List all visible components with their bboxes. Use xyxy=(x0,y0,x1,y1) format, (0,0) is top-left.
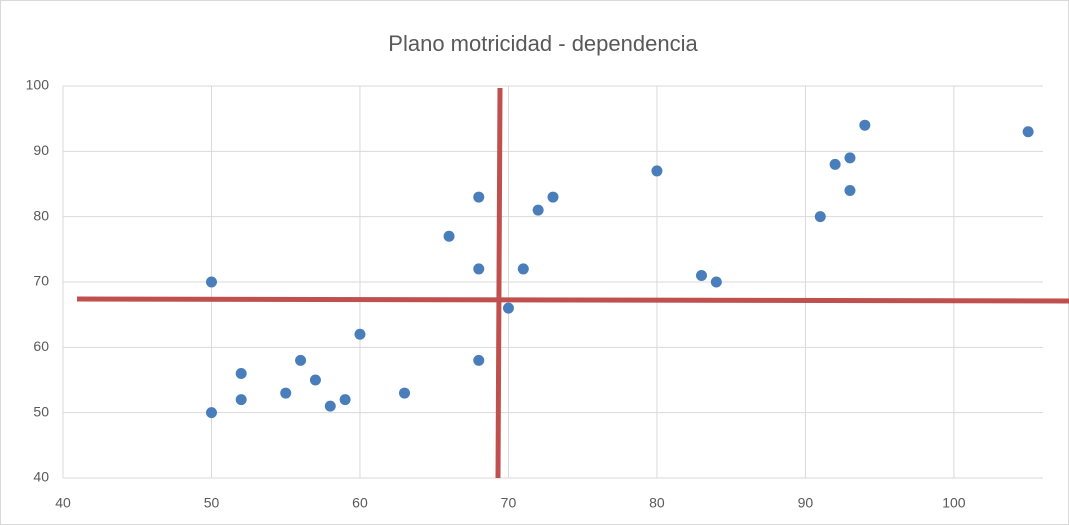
x-tick-label: 100 xyxy=(942,495,966,511)
point xyxy=(235,367,247,379)
point xyxy=(473,191,485,203)
point xyxy=(443,230,455,242)
y-tick-label: 70 xyxy=(33,273,49,289)
annotations xyxy=(76,87,1069,479)
chart-title: Plano motricidad - dependencia xyxy=(388,31,698,56)
y-tick-label: 100 xyxy=(26,77,50,93)
y-tick-label: 60 xyxy=(33,338,49,354)
point xyxy=(651,165,663,177)
point xyxy=(324,400,336,412)
point xyxy=(547,191,559,203)
point xyxy=(859,119,871,131)
point xyxy=(844,152,856,164)
marks xyxy=(205,119,1034,419)
point xyxy=(814,211,826,223)
y-tick-label: 50 xyxy=(33,403,49,419)
y-tick-label: 90 xyxy=(33,142,49,158)
y-tick-label: 80 xyxy=(33,207,49,223)
point xyxy=(502,302,514,314)
point xyxy=(280,387,292,399)
point xyxy=(399,387,411,399)
vertical-divider xyxy=(495,87,503,479)
point xyxy=(695,269,707,281)
x-tick-label: 50 xyxy=(204,495,220,511)
horizontal-divider xyxy=(76,296,1069,304)
point xyxy=(205,407,217,419)
point xyxy=(517,263,529,275)
point xyxy=(295,354,307,366)
point xyxy=(473,263,485,275)
x-tick-label: 60 xyxy=(352,495,368,511)
point xyxy=(473,354,485,366)
point xyxy=(1022,126,1034,138)
point xyxy=(205,276,217,288)
point xyxy=(532,204,544,216)
grid: 40 50 60 70 80 90 100 40 50 60 70 80 90 100 xyxy=(26,77,1043,511)
x-tick-label: 40 xyxy=(55,495,71,511)
y-tick-label: 40 xyxy=(33,469,49,485)
point xyxy=(829,158,841,170)
point xyxy=(309,374,321,386)
point xyxy=(844,185,856,197)
point xyxy=(339,394,351,406)
point xyxy=(710,276,722,288)
point xyxy=(354,328,366,340)
point xyxy=(235,394,247,406)
x-tick-label: 80 xyxy=(649,495,665,511)
x-tick-label: 90 xyxy=(798,495,814,511)
x-tick-label: 70 xyxy=(501,495,517,511)
